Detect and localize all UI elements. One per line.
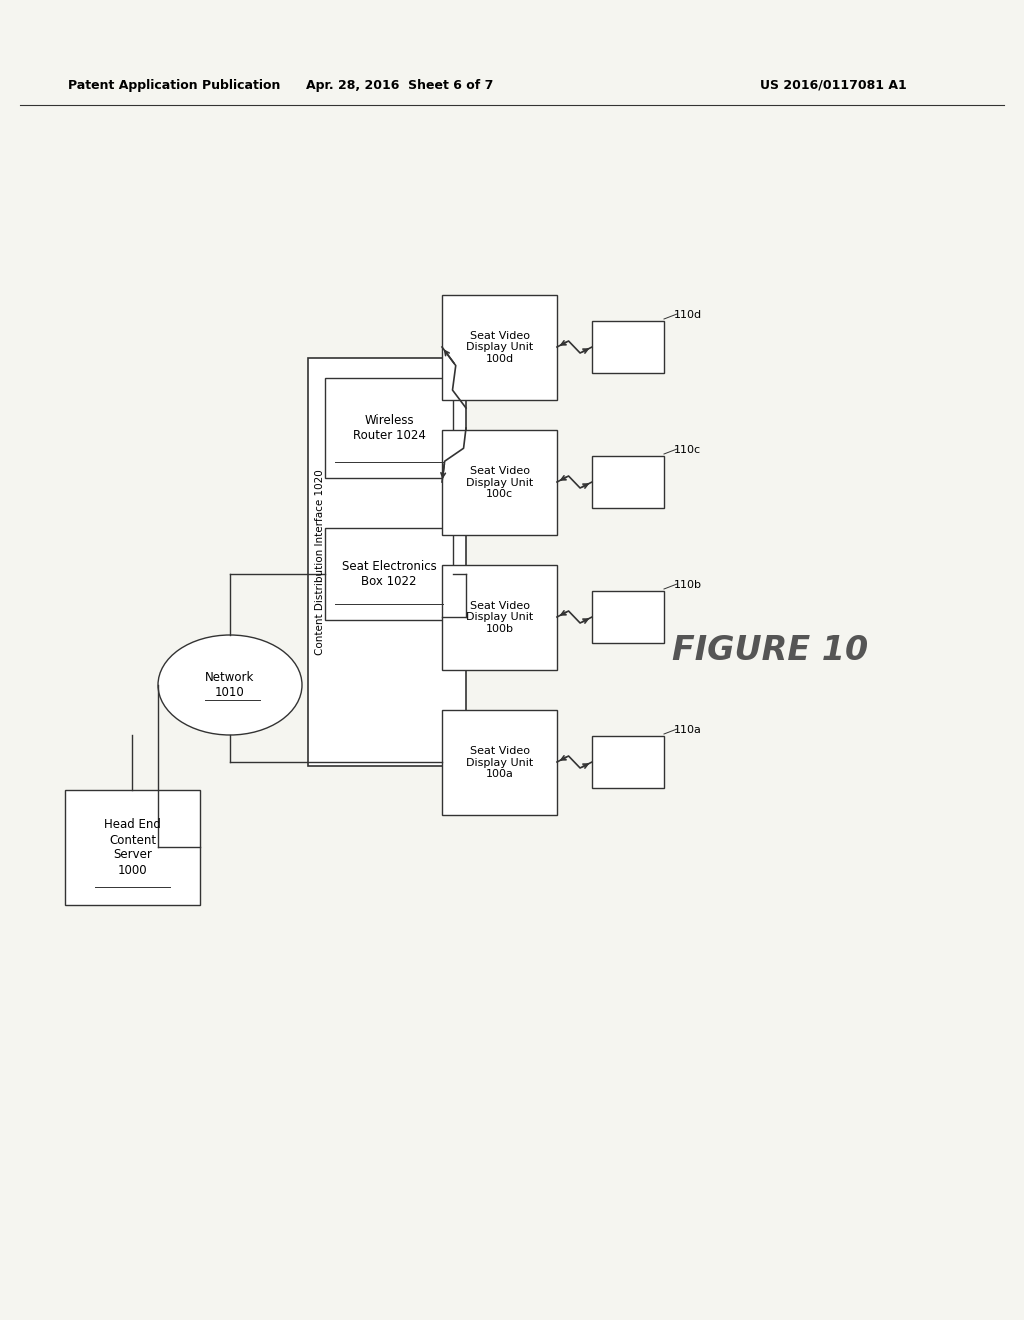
Bar (308, 358, 466, 766)
Ellipse shape (158, 635, 302, 735)
Text: 110c: 110c (674, 445, 701, 455)
Bar (442, 565, 557, 671)
Text: 110b: 110b (674, 579, 702, 590)
Text: Patent Application Publication: Patent Application Publication (68, 78, 281, 91)
Text: Seat Video
Display Unit
100d: Seat Video Display Unit 100d (466, 331, 534, 364)
Bar (592, 591, 664, 643)
Text: 110d: 110d (674, 310, 702, 319)
Bar (592, 455, 664, 508)
Bar (442, 294, 557, 400)
Bar (325, 528, 453, 620)
Bar (592, 737, 664, 788)
Text: 110a: 110a (674, 725, 701, 735)
Bar (65, 789, 200, 906)
Text: Content Distribution Interface 1020: Content Distribution Interface 1020 (315, 469, 325, 655)
Bar (592, 321, 664, 374)
Text: Seat Video
Display Unit
100b: Seat Video Display Unit 100b (466, 601, 534, 634)
Text: US 2016/0117081 A1: US 2016/0117081 A1 (760, 78, 906, 91)
Text: Head End
Content
Server
1000: Head End Content Server 1000 (104, 818, 161, 876)
Text: Seat Video
Display Unit
100c: Seat Video Display Unit 100c (466, 466, 534, 499)
Text: FIGURE 10: FIGURE 10 (672, 634, 868, 667)
Text: Seat Electronics
Box 1022: Seat Electronics Box 1022 (342, 560, 436, 587)
Bar (325, 378, 453, 478)
Text: Apr. 28, 2016  Sheet 6 of 7: Apr. 28, 2016 Sheet 6 of 7 (306, 78, 494, 91)
Text: Seat Video
Display Unit
100a: Seat Video Display Unit 100a (466, 746, 534, 779)
Bar (442, 710, 557, 814)
Text: Wireless
Router 1024: Wireless Router 1024 (352, 414, 425, 442)
Bar (442, 430, 557, 535)
Text: Network
1010: Network 1010 (206, 671, 255, 700)
